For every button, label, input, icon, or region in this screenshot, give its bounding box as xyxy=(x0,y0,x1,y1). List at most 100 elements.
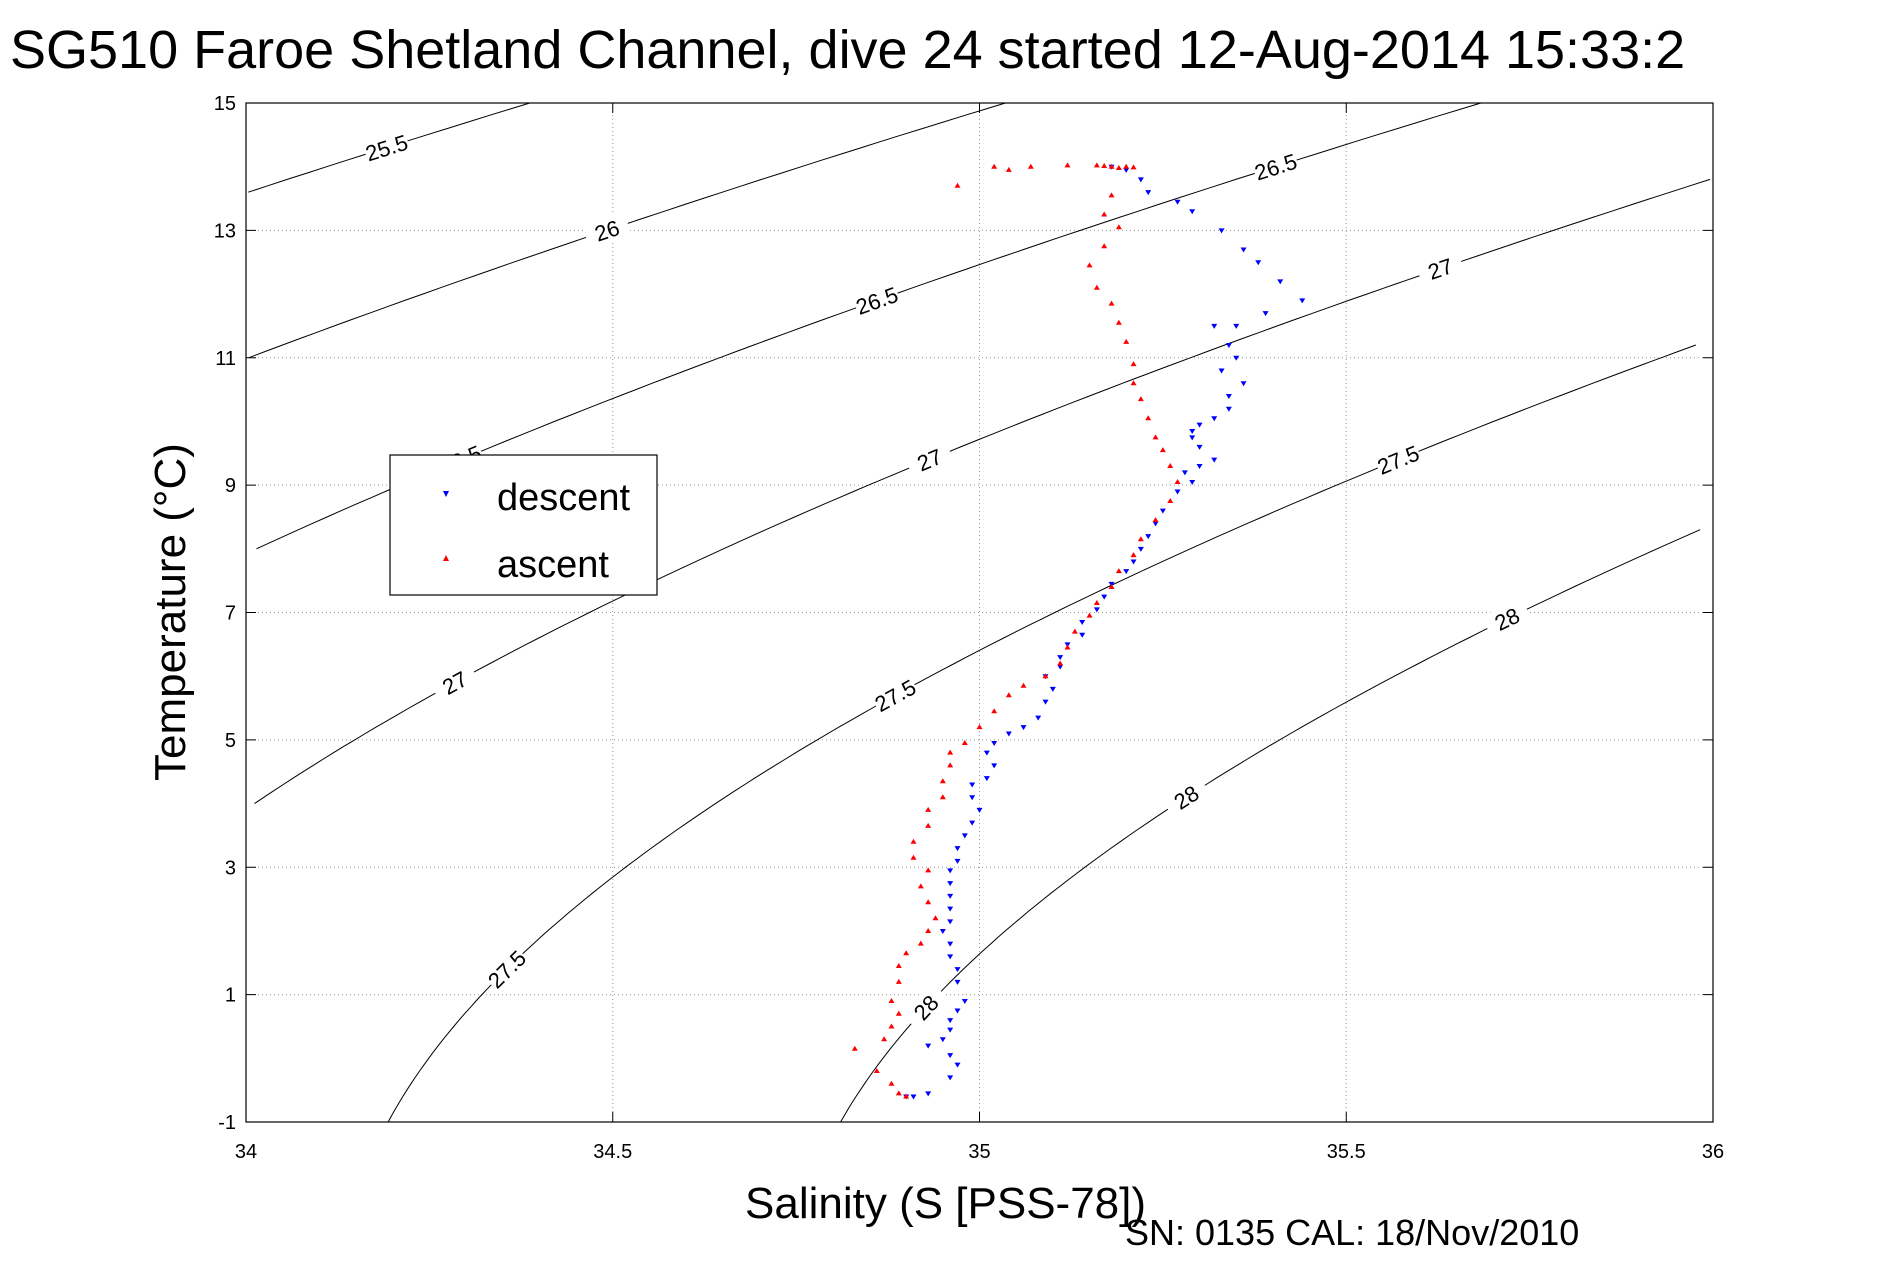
ascent-point xyxy=(895,1090,902,1096)
descent-point xyxy=(976,807,983,813)
ascent-point xyxy=(1064,162,1071,168)
descent-point xyxy=(1211,323,1218,329)
ascent-point xyxy=(903,950,910,956)
x-tick-label: 36 xyxy=(1702,1141,1724,1163)
descent-point xyxy=(947,919,954,925)
descent-point xyxy=(1057,664,1064,670)
ascent-point xyxy=(925,927,932,933)
ascent-point xyxy=(1093,599,1100,605)
ascent-point xyxy=(1086,612,1093,618)
ascent-point xyxy=(910,854,917,860)
y-tick-label: 11 xyxy=(215,348,236,370)
descent-point xyxy=(1196,464,1203,470)
ascent-point xyxy=(1020,682,1027,688)
ascent-point xyxy=(1159,447,1166,453)
descent-point xyxy=(1145,190,1152,196)
ascent-point xyxy=(1130,361,1137,367)
ascent-point xyxy=(939,794,946,800)
descent-point xyxy=(1079,632,1086,638)
descent-point xyxy=(961,998,968,1004)
ascent-point xyxy=(895,962,902,968)
ascent-point xyxy=(1115,319,1122,325)
descent-point xyxy=(961,833,968,839)
legend: descent ascent xyxy=(389,454,658,596)
descent-point xyxy=(1049,686,1056,692)
chart-title: SG510 Faroe Shetland Channel, dive 24 st… xyxy=(10,20,1685,80)
descent-point xyxy=(1042,699,1049,705)
descent-point xyxy=(947,893,954,899)
ascent-point xyxy=(925,822,932,828)
density-contour-line xyxy=(254,178,1711,805)
ascent-point xyxy=(873,1068,880,1074)
contour-label-background xyxy=(869,673,921,718)
ascent-point xyxy=(1130,380,1137,386)
y-tick-label: 15 xyxy=(214,93,236,115)
ascent-point xyxy=(1115,568,1122,574)
ascent-point xyxy=(939,778,946,784)
descent-point xyxy=(1189,428,1196,434)
ascent-point xyxy=(917,940,924,946)
x-axis-ticks: 34 34.5 35 35.5 36 xyxy=(235,103,1724,1163)
ascent-point xyxy=(991,708,998,714)
ascent-point xyxy=(888,1080,895,1086)
x-axis-label: Salinity (S [PSS-78]) xyxy=(745,1179,1146,1228)
ascent-point xyxy=(1101,243,1108,249)
contour-label-background xyxy=(1415,249,1466,289)
descent-point xyxy=(1123,167,1130,173)
ascent-point xyxy=(1042,673,1049,679)
ascent-point xyxy=(947,749,954,755)
descent-point xyxy=(991,741,998,747)
descent-point xyxy=(947,1053,954,1059)
footer-info: SN: 0135 CAL: 18/Nov/2010 xyxy=(1125,1212,1579,1253)
descent-point xyxy=(1079,620,1086,626)
ascent-point xyxy=(976,724,983,730)
descent-series xyxy=(903,164,1306,1100)
descent-point xyxy=(983,776,990,782)
ascent-point xyxy=(1005,166,1012,172)
ascent-point xyxy=(1152,434,1159,440)
descent-point xyxy=(1196,444,1203,450)
contour-label-background xyxy=(1481,597,1533,641)
contour-label-background xyxy=(1372,439,1424,480)
y-axis-label: Temperature (°C) xyxy=(146,443,195,781)
ascent-point xyxy=(1115,164,1122,170)
y-tick-label: 3 xyxy=(225,857,236,879)
ascent-point xyxy=(888,997,895,1003)
descent-point xyxy=(1152,521,1159,527)
descent-point xyxy=(1225,406,1232,412)
descent-point xyxy=(1299,298,1306,304)
descent-point xyxy=(1159,508,1166,514)
ascent-point xyxy=(1137,396,1144,402)
ascent-point xyxy=(903,1093,910,1099)
contour-label-background xyxy=(901,982,951,1033)
ascent-point xyxy=(910,838,917,844)
contour-label-background xyxy=(1160,774,1212,820)
descent-point xyxy=(1189,209,1196,215)
contour-label-background xyxy=(904,439,955,481)
descent-point xyxy=(1218,228,1225,234)
contour-label-background xyxy=(481,944,532,994)
ascent-point xyxy=(1071,628,1078,634)
ascent-point xyxy=(881,1036,888,1042)
ascent-point xyxy=(888,1023,895,1029)
ascent-point xyxy=(851,1045,858,1051)
ascent-point xyxy=(1145,415,1152,421)
descent-point xyxy=(1233,323,1240,329)
ascent-point xyxy=(1101,211,1108,217)
descent-point xyxy=(969,795,976,801)
ascent-point xyxy=(1115,224,1122,230)
descent-point xyxy=(925,1091,932,1097)
ascent-point xyxy=(1108,584,1115,590)
ascent-point xyxy=(1093,284,1100,290)
descent-point xyxy=(1145,534,1152,540)
descent-point xyxy=(1240,381,1247,387)
ascent-point xyxy=(1167,463,1174,469)
descent-point xyxy=(1057,655,1064,661)
descent-point xyxy=(947,906,954,912)
descent-point xyxy=(954,967,961,973)
descent-point xyxy=(954,858,961,864)
y-tick-label: 13 xyxy=(214,220,236,242)
descent-point xyxy=(1123,569,1130,575)
descent-point xyxy=(1225,343,1232,349)
